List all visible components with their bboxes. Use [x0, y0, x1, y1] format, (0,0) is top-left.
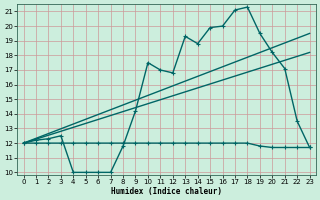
X-axis label: Humidex (Indice chaleur): Humidex (Indice chaleur) [111, 187, 222, 196]
